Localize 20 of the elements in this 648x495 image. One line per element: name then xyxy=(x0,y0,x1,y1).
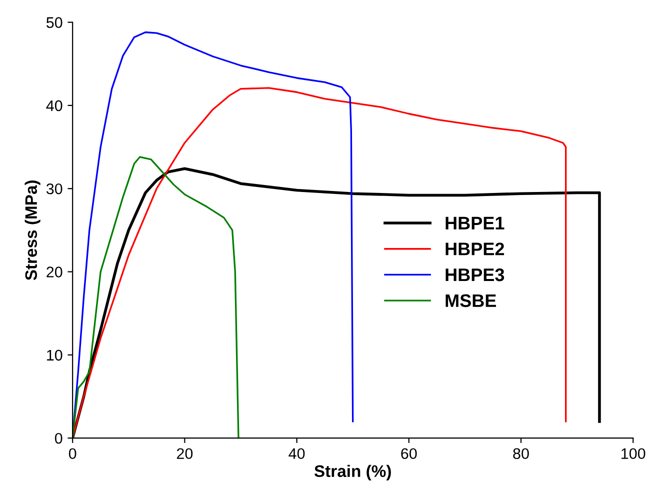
legend-label: MSBE xyxy=(446,294,496,308)
line-series xyxy=(72,156,240,438)
x-tick-label: 20 xyxy=(176,448,193,460)
y-tick-label: 50 xyxy=(46,17,62,28)
y-axis-title: Stress (MPa) xyxy=(24,180,40,280)
y-tick-label: 30 xyxy=(46,183,62,194)
legend-label: HBPE1 xyxy=(446,216,504,230)
x-tick-label: 100 xyxy=(622,448,646,460)
line-series xyxy=(72,87,567,438)
x-tick-label: 60 xyxy=(401,448,417,460)
x-axis-title: Strain (%) xyxy=(314,464,391,480)
x-tick-label: 80 xyxy=(513,448,529,460)
y-tick-label: 10 xyxy=(47,350,62,361)
x-tick-label: 40 xyxy=(288,448,305,460)
x-tick-label: 0 xyxy=(68,448,76,460)
y-tick-label: 0 xyxy=(54,432,62,444)
y-tick-label: 20 xyxy=(46,266,62,278)
y-tick-label: 40 xyxy=(46,100,62,112)
legend-label: HBPE2 xyxy=(446,242,504,256)
legend-label: HBPE3 xyxy=(446,268,504,282)
